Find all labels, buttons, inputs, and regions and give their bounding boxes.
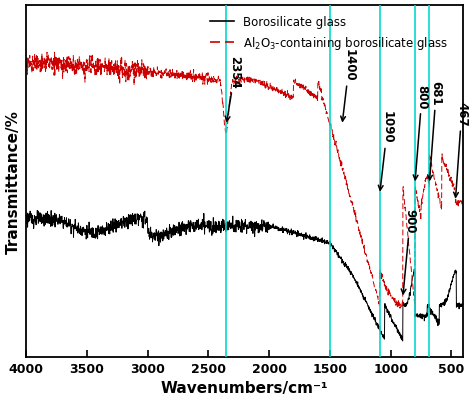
Legend: Borosilicate glass, Al$_2$O$_3$-containing borosilicate glass: Borosilicate glass, Al$_2$O$_3$-containi… [206,12,453,57]
Line: Al$_2$O$_3$-containing borosilicate glass: Al$_2$O$_3$-containing borosilicate glas… [26,53,464,308]
Text: 800: 800 [413,85,428,180]
Al$_2$O$_3$-containing borosilicate glass [202,83,208,87]
Borosilicate glass [187,224,193,229]
Y-axis label: Transmittance/%: Transmittance/% [6,109,20,253]
Line: Borosilicate glass: Borosilicate glass [26,211,464,341]
Borosilicate glass [117,221,123,225]
Borosilicate glass [461,304,466,309]
Al$_2$O$_3$-containing borosilicate glass [204,77,210,82]
Al$_2$O$_3$-containing borosilicate glass [322,101,328,106]
Borosilicate glass [48,218,54,223]
Al$_2$O$_3$-containing borosilicate glass [48,55,54,60]
Al$_2$O$_3$-containing borosilicate glass [117,83,123,87]
X-axis label: Wavenumbers/cm⁻¹: Wavenumbers/cm⁻¹ [161,381,328,395]
Al$_2$O$_3$-containing borosilicate glass [461,201,466,206]
Text: 1090: 1090 [378,111,394,191]
Borosilicate glass [400,339,406,344]
Al$_2$O$_3$-containing borosilicate glass [23,63,29,68]
Borosilicate glass [204,224,210,229]
Text: 681: 681 [428,81,443,180]
Text: 467: 467 [454,101,468,198]
Al$_2$O$_3$-containing borosilicate glass [187,75,193,79]
Al$_2$O$_3$-containing borosilicate glass [397,306,403,311]
Al$_2$O$_3$-containing borosilicate glass [52,51,57,55]
Text: 1400: 1400 [341,49,356,122]
Borosilicate glass [35,209,40,213]
Borosilicate glass [202,220,208,225]
Borosilicate glass [23,221,29,225]
Text: 2354: 2354 [225,56,242,122]
Borosilicate glass [322,241,328,246]
Text: 900: 900 [401,209,417,294]
